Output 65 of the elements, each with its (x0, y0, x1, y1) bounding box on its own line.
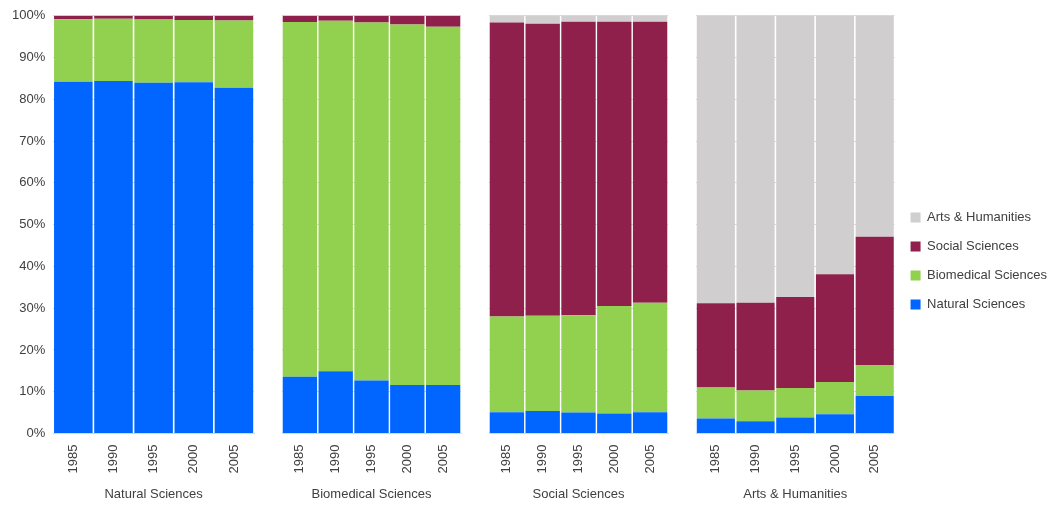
bar (489, 22, 525, 317)
y-tick-label: 90% (19, 49, 46, 65)
y-tick-label: 30% (19, 299, 46, 315)
x-axis-title: Natural Sciences (104, 485, 204, 501)
legend-label: Social Sciences (927, 237, 1020, 253)
legend-label: Arts & Humanities (927, 208, 1032, 224)
x-tick-label: 1990 (105, 444, 121, 474)
x-tick-label: 2005 (434, 444, 450, 474)
x-tick-label: 2000 (398, 444, 414, 474)
bar (815, 382, 855, 415)
x-axis-title: Arts & Humanities (743, 485, 848, 501)
x-tick-label: 1990 (327, 444, 343, 474)
x-tick-label: 1995 (145, 444, 161, 474)
bar (696, 387, 735, 419)
bar (696, 303, 735, 388)
bar (282, 22, 318, 377)
legend-label: Biomedical Sciences (927, 266, 1048, 282)
bar (696, 418, 735, 433)
bar (815, 274, 855, 383)
x-tick-label: 2005 (641, 444, 657, 474)
bar (214, 20, 254, 88)
bar (815, 414, 855, 433)
bar (174, 19, 214, 83)
x-tick-label: 1985 (291, 444, 307, 474)
bar (632, 21, 668, 303)
x-tick-label: 2000 (185, 444, 201, 474)
x-tick-label: 1995 (363, 444, 379, 474)
x-tick-label: 1985 (498, 444, 514, 474)
bar (855, 236, 894, 365)
y-tick-label: 10% (19, 383, 46, 399)
y-tick-label: 40% (19, 257, 46, 273)
bar (425, 15, 461, 27)
y-tick-label: 50% (19, 216, 46, 232)
bar (855, 395, 894, 433)
bar (855, 364, 894, 396)
x-tick-label: 2000 (605, 444, 621, 474)
y-tick-label: 20% (19, 341, 46, 357)
x-tick-label: 1990 (534, 444, 550, 474)
bar (489, 412, 525, 433)
y-tick-label: 60% (19, 174, 46, 190)
y-tick-label: 80% (19, 90, 46, 106)
y-tick-label: 70% (19, 132, 46, 148)
bar (174, 15, 214, 20)
x-axis-title: Social Sciences (532, 485, 625, 501)
x-axis-title: Biomedical Sciences (311, 485, 432, 501)
bar (632, 412, 668, 433)
x-tick-label: 1990 (747, 444, 763, 474)
y-tick-label: 100% (12, 7, 46, 23)
bar (632, 302, 668, 413)
x-tick-label: 1995 (786, 444, 802, 474)
y-tick-label: 0% (26, 425, 46, 441)
bar (425, 385, 461, 433)
x-tick-label: 1985 (64, 444, 80, 474)
bar (282, 15, 318, 23)
x-tick-label: 1985 (707, 444, 723, 474)
bar (282, 376, 318, 433)
bar (489, 316, 525, 413)
x-tick-label: 2005 (866, 444, 882, 474)
bar (214, 87, 254, 433)
x-tick-label: 2005 (225, 444, 241, 474)
x-tick-label: 1995 (570, 444, 586, 474)
x-tick-label: 2000 (826, 444, 842, 474)
bar (425, 26, 461, 386)
bar (174, 82, 214, 433)
legend-label: Natural Sciences (927, 295, 1026, 311)
